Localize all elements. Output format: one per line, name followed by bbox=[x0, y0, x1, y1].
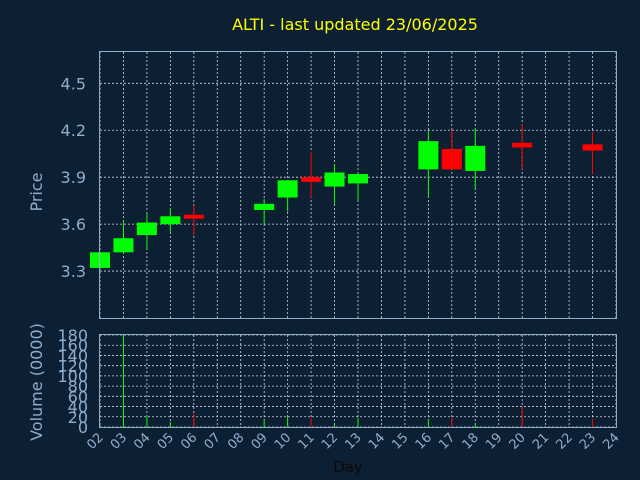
candle bbox=[582, 131, 603, 175]
volume-grid bbox=[99, 334, 617, 428]
x-axis: 02 03 04 05 06 07 08 09 10 11 12 13 14 15 16 17 18 19 20 21… bbox=[84, 430, 622, 452]
price-tick-label: 4.2 bbox=[61, 121, 86, 140]
price-plot-frame bbox=[99, 51, 617, 319]
price-y-axis: 3.3 3.6 3.9 4.2 4.5 bbox=[61, 74, 86, 281]
candle-body bbox=[183, 214, 204, 219]
x-axis-label: Day bbox=[333, 458, 363, 476]
candle-body bbox=[582, 144, 603, 151]
candle-body bbox=[254, 203, 275, 211]
candle-body bbox=[512, 142, 533, 148]
volume-tick-label: 80 bbox=[68, 377, 88, 396]
volume-tick-label: 120 bbox=[57, 357, 88, 376]
candle bbox=[418, 130, 439, 198]
volume-tick-label: 140 bbox=[57, 346, 88, 365]
candle-body bbox=[160, 216, 181, 225]
volume-tick-label: 20 bbox=[68, 408, 88, 427]
candle-body bbox=[113, 238, 134, 253]
candle bbox=[254, 199, 275, 225]
chart-title: ALTI - last updated 23/06/2025 bbox=[232, 15, 478, 34]
volume-tick-label: 180 bbox=[57, 326, 88, 345]
candle-body bbox=[418, 141, 439, 170]
volume-tick-label: 0 bbox=[78, 418, 88, 437]
volume-plot-frame bbox=[99, 334, 617, 428]
candle bbox=[441, 130, 462, 170]
volume-tick-label: 160 bbox=[57, 336, 88, 355]
candle bbox=[324, 164, 345, 204]
candle bbox=[348, 172, 368, 201]
volume-axis-label: Volume (0000) bbox=[27, 323, 46, 441]
candle-body bbox=[465, 145, 486, 171]
candle-body bbox=[441, 149, 462, 170]
candle bbox=[136, 213, 157, 250]
candle bbox=[183, 205, 204, 236]
candle bbox=[160, 208, 181, 232]
price-tick-label: 3.3 bbox=[61, 262, 86, 281]
volume-series bbox=[99, 335, 594, 427]
volume-tick-label: 40 bbox=[68, 398, 88, 417]
candle bbox=[301, 152, 322, 198]
candle bbox=[113, 220, 134, 254]
candle bbox=[512, 123, 533, 170]
volume-tick-label: 60 bbox=[68, 387, 88, 406]
candle bbox=[277, 180, 298, 212]
price-tick-label: 4.5 bbox=[61, 74, 86, 93]
candlestick-series bbox=[90, 123, 603, 270]
candle bbox=[465, 128, 486, 189]
price-tick-label: 3.9 bbox=[61, 168, 86, 187]
volume-tick-label: 100 bbox=[57, 367, 88, 386]
candle-body bbox=[301, 177, 322, 182]
price-tick-label: 3.6 bbox=[61, 215, 86, 234]
candle-body bbox=[348, 174, 368, 184]
candle-body bbox=[136, 222, 157, 236]
candle-body bbox=[277, 180, 298, 198]
candle-body bbox=[324, 172, 345, 187]
price-axis-label: Price bbox=[27, 172, 46, 211]
